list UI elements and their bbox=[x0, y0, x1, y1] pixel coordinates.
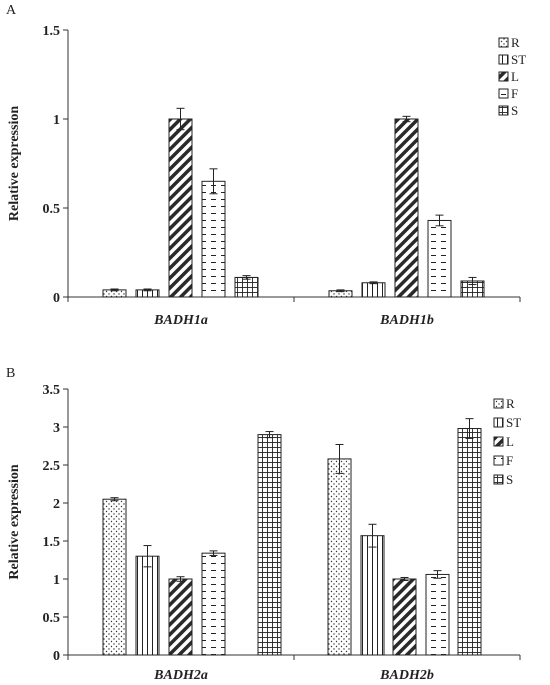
bar-s bbox=[257, 434, 282, 656]
chart-panel-a: A 0 0.5 1 1.5 Relative expression BADH1a BADH1b… bbox=[6, 3, 526, 328]
y-tick-label: 2.5 bbox=[43, 459, 61, 474]
y-tick-label: 1 bbox=[53, 113, 60, 128]
bar-f bbox=[201, 180, 226, 298]
legend-swatch-r bbox=[498, 37, 509, 48]
chart-panel-b: B 0 0.5 1 1.5 2 2.5 3 3.5 Relative expression BADH… bbox=[6, 366, 521, 683]
bar-st bbox=[361, 282, 386, 298]
y-tick-label: 0.5 bbox=[43, 202, 61, 217]
legend-label-r: R bbox=[511, 35, 520, 50]
legend-label-s: S bbox=[506, 472, 513, 487]
category-label: BADH2b bbox=[379, 668, 434, 683]
y-tick-label: 2 bbox=[53, 497, 60, 512]
bar-r bbox=[102, 498, 127, 656]
bar-f bbox=[201, 552, 226, 656]
y-tick-label: 3 bbox=[53, 421, 60, 436]
legend-label-f: F bbox=[506, 453, 513, 468]
legend-label-st: ST bbox=[506, 415, 521, 430]
bar-l bbox=[168, 578, 193, 656]
bar-s bbox=[457, 428, 482, 656]
legend-swatch-f bbox=[493, 455, 504, 466]
legend-swatch-st bbox=[498, 54, 509, 65]
y-axis-label: Relative expression bbox=[7, 464, 22, 579]
category-label: BADH2a bbox=[153, 668, 208, 683]
bar-r bbox=[327, 458, 352, 656]
bar-l bbox=[392, 578, 417, 656]
y-tick-label: 0 bbox=[53, 649, 60, 664]
legend-swatch-l bbox=[493, 436, 504, 447]
legend-label-r: R bbox=[506, 396, 515, 411]
bar-f bbox=[425, 573, 450, 656]
bar-st bbox=[135, 555, 160, 656]
legend-label-l: L bbox=[511, 69, 519, 84]
y-tick-label: 1.5 bbox=[43, 24, 61, 39]
legend-label-s: S bbox=[511, 103, 518, 118]
legend-swatch-s bbox=[498, 105, 509, 116]
bar-l bbox=[168, 118, 193, 298]
y-tick-label: 1 bbox=[53, 573, 60, 588]
legend-swatch-r bbox=[493, 398, 504, 409]
y-tick-label: 1.5 bbox=[43, 535, 61, 550]
bar-l bbox=[394, 118, 419, 298]
legend-label-l: L bbox=[506, 434, 514, 449]
y-tick-label: 0 bbox=[53, 291, 60, 306]
legend-swatch-l bbox=[498, 71, 509, 82]
y-tick-label: 3.5 bbox=[43, 383, 61, 398]
y-axis-label: Relative expression bbox=[7, 106, 22, 221]
legend-swatch-st bbox=[493, 417, 504, 428]
bar-st bbox=[360, 535, 385, 656]
category-label: BADH1b bbox=[379, 313, 434, 328]
legend-label-st: ST bbox=[511, 52, 526, 67]
panel-label: A bbox=[6, 3, 17, 18]
legend-swatch-f bbox=[498, 88, 509, 99]
legend-label-f: F bbox=[511, 86, 518, 101]
bar-f bbox=[427, 219, 452, 298]
panel-label: B bbox=[6, 366, 15, 381]
bar-s bbox=[234, 276, 259, 298]
legend-swatch-s bbox=[493, 474, 504, 485]
y-tick-label: 0.5 bbox=[43, 611, 61, 626]
category-label: BADH1a bbox=[153, 313, 208, 328]
